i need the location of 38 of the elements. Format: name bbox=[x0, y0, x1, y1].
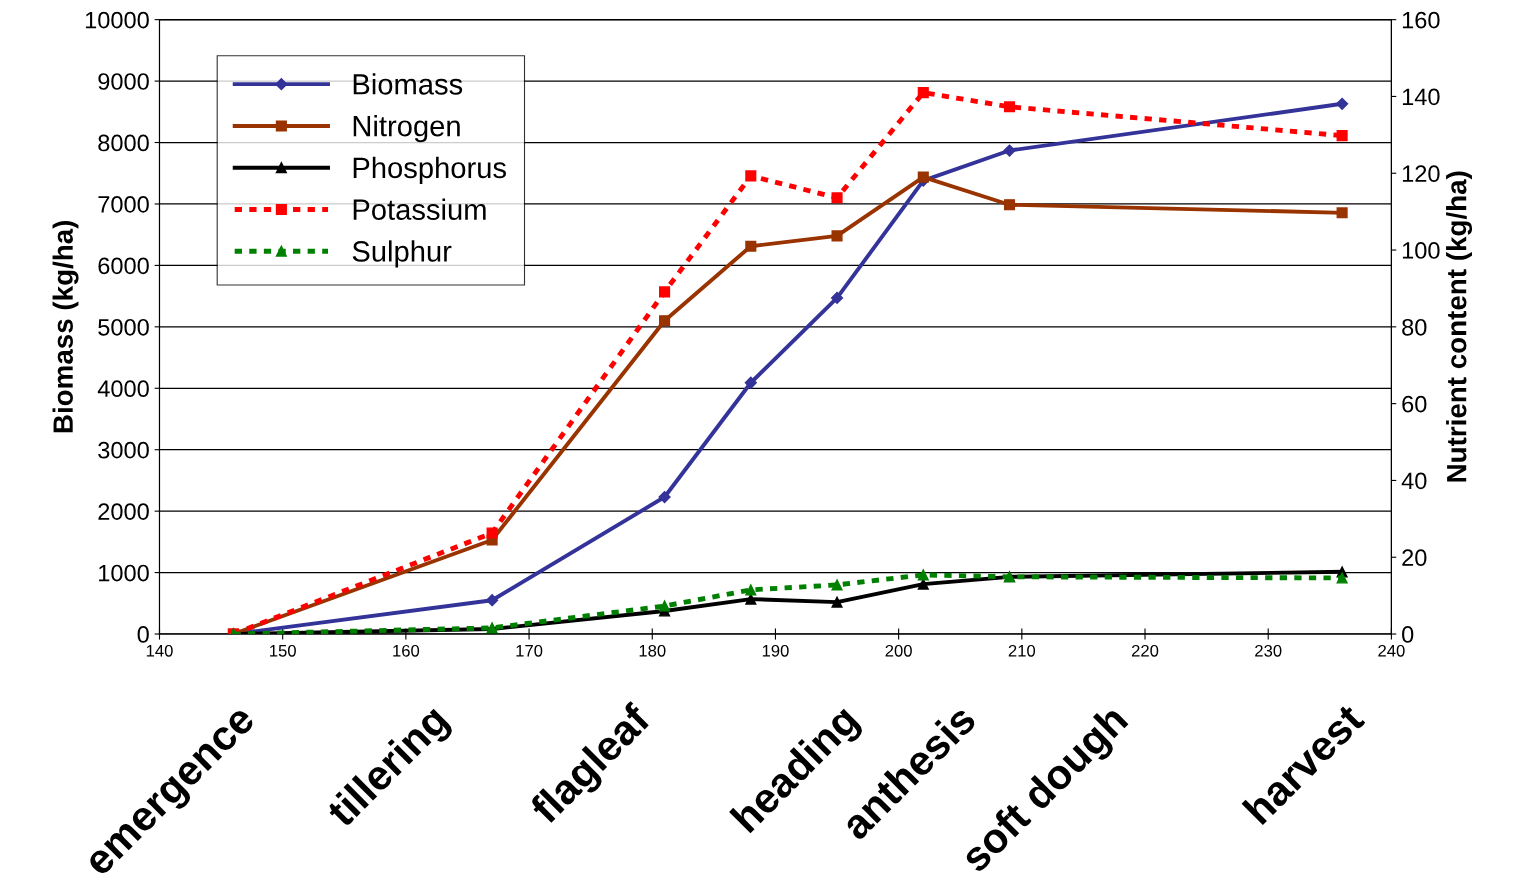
y2-axis-title: Nutrient content (kg/ha) bbox=[1446, 171, 1473, 482]
x-tick-label: 220 bbox=[1131, 644, 1159, 657]
y2-tick-label: 160 bbox=[1402, 11, 1440, 29]
legend-label: Biomass bbox=[353, 73, 463, 95]
x-tick-label: 170 bbox=[516, 644, 543, 657]
x-tick-label: 190 bbox=[762, 644, 789, 657]
y-tick-label: 8000 bbox=[98, 134, 149, 152]
y2-tick-label: 140 bbox=[1402, 88, 1440, 106]
x-tick-label: 150 bbox=[270, 644, 296, 657]
legend-label: Phosphorus bbox=[353, 156, 506, 184]
y-tick-label: 7000 bbox=[98, 196, 149, 213]
x-tick-label: 180 bbox=[639, 644, 666, 657]
y2-tick-label: 80 bbox=[1402, 318, 1427, 336]
x-tick-label: 210 bbox=[1008, 644, 1036, 657]
y-tick-label: 1000 bbox=[99, 564, 149, 582]
y2-tick-label: 100 bbox=[1402, 242, 1440, 259]
x-tick-label: 240 bbox=[1378, 644, 1405, 657]
y-tick-label: 9000 bbox=[98, 73, 149, 90]
legend-label: Nitrogen bbox=[353, 115, 460, 143]
y2-tick-label: 40 bbox=[1401, 472, 1427, 490]
y-tick-label: 4000 bbox=[97, 380, 149, 398]
y-axis-title: Biomass (kg/ha) bbox=[52, 220, 79, 433]
x-tick-label: 160 bbox=[393, 644, 420, 657]
y2-tick-label: 60 bbox=[1402, 395, 1427, 413]
y-tick-label: 2000 bbox=[98, 503, 149, 520]
legend-label: Potassium bbox=[353, 198, 486, 220]
y-tick-label: 0 bbox=[137, 626, 149, 643]
y2-tick-label: 0 bbox=[1402, 626, 1414, 643]
y-tick-label: 5000 bbox=[98, 318, 149, 336]
y2-tick-label: 20 bbox=[1402, 549, 1427, 567]
y-tick-label: 10000 bbox=[85, 11, 149, 29]
y-tick-label: 6000 bbox=[98, 257, 149, 275]
y-tick-label: 3000 bbox=[98, 441, 149, 459]
x-tick-label: 230 bbox=[1255, 644, 1282, 657]
legend-label: Sulphur bbox=[352, 240, 452, 268]
x-tick-label: 200 bbox=[885, 644, 912, 657]
x-tick-label: 140 bbox=[146, 644, 173, 657]
y2-tick-label: 120 bbox=[1402, 165, 1440, 183]
